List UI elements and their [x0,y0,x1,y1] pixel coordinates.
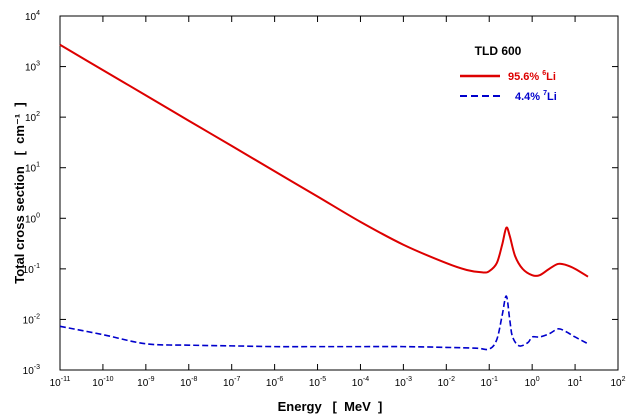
x-axis-title: Energy [ MeV ] [278,399,383,414]
x-tick-label: 10-1 [481,376,498,389]
plot-area [59,15,619,371]
y-tick-label: 10-1 [23,263,40,276]
y-tick-label: 101 [25,162,40,175]
series-line-6li [59,43,589,278]
x-tick-label: 10-8 [180,376,197,389]
x-tick-label: 10-3 [395,376,412,389]
y-tick-label: 103 [25,61,40,74]
x-tick-label: 100 [525,376,540,389]
x-tick-label: 102 [610,376,625,389]
series-line-7li [59,295,589,351]
x-axis-ticks: 10-11 10-10 10-9 10-8 10-7 10-6 10-5 10-4 10-3 10… [50,16,626,389]
legend-label-6li: 95.6% 6Li [508,70,556,83]
y-axis-title: Total cross section [ cm⁻¹ ] [12,102,27,283]
x-tick-label: 10-4 [352,376,369,389]
y-tick-label: 104 [25,10,40,23]
y-tick-label: 10-3 [23,364,40,377]
legend-label-7li: 4.4% 7Li [515,90,557,103]
x-tick-label: 10-10 [92,376,113,389]
y-tick-label: 10-2 [23,313,40,326]
legend-title: TLD 600 [475,44,522,58]
y-tick-label: 100 [25,212,40,225]
x-tick-label: 10-7 [223,376,240,389]
x-tick-label: 10-6 [266,376,283,389]
legend: TLD 600 95.6% 6Li 4.4% 7Li [460,44,557,103]
x-tick-label: 10-9 [137,376,154,389]
x-tick-label: 10-5 [309,376,326,389]
series-layer [59,43,589,351]
x-tick-label: 101 [568,376,583,389]
x-tick-label: 10-2 [438,376,455,389]
x-tick-label: 10-11 [50,376,71,389]
y-axis-ticks: 10-3 10-2 10-1 100 101 102 103 104 [23,10,618,377]
y-tick-label: 102 [25,111,40,124]
